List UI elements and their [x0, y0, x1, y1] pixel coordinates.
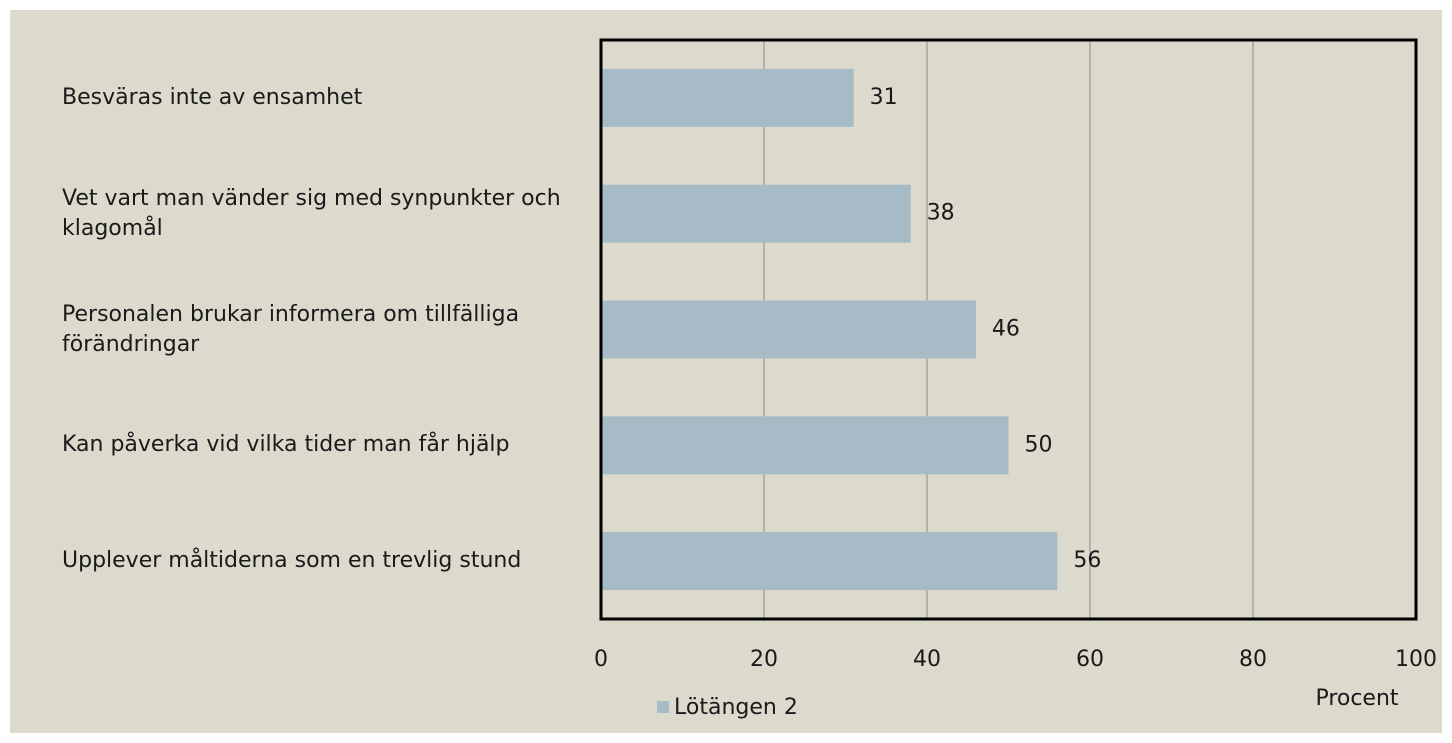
y-tick-label: Besväras inte av ensamhet: [62, 84, 363, 110]
x-axis-title: Procent: [1315, 686, 1398, 711]
y-tick-label: Upplever måltiderna som en trevlig stund: [62, 548, 522, 574]
x-tick-label: 0: [594, 647, 608, 672]
x-tick-label: 80: [1239, 647, 1267, 672]
data-label: 38: [927, 201, 955, 226]
x-tick-label: 100: [1395, 647, 1437, 672]
bar: [601, 300, 976, 359]
y-tick-label: Vet vart man vänder sig med synpunkter o…: [62, 185, 561, 241]
bar: [601, 184, 911, 243]
legend-label: Lötängen 2: [674, 695, 798, 720]
y-tick-label: Kan påverka vid vilka tider man får hjäl…: [62, 432, 510, 458]
x-tick-label: 60: [1076, 647, 1104, 672]
plot-border: [599, 38, 1418, 621]
data-label: 50: [1025, 432, 1053, 457]
legend-swatch: [657, 701, 669, 713]
bar: [601, 532, 1058, 591]
data-label: 56: [1073, 548, 1101, 573]
y-tick-label: Personalen brukar informera om tillfälli…: [62, 301, 520, 357]
bar: [601, 416, 1009, 475]
data-label: 31: [870, 85, 898, 110]
x-tick-label: 40: [913, 647, 941, 672]
chart-background: [10, 10, 1442, 733]
bar: [601, 68, 854, 127]
data-label: 46: [992, 317, 1020, 342]
x-tick-label: 20: [750, 647, 778, 672]
